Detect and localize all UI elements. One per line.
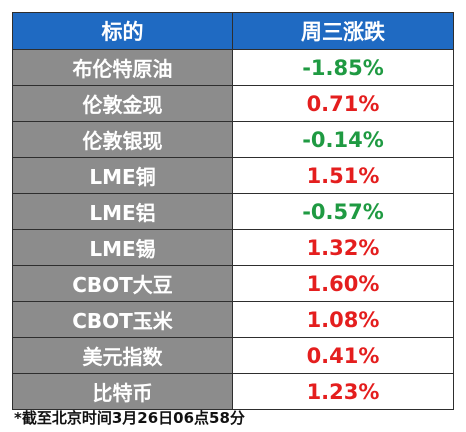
change-value: 1.08% [232,301,454,338]
instrument-name: CBOT大豆 [12,265,233,302]
instrument-name: 比特币 [12,373,233,410]
instrument-name: 布伦特原油 [12,49,233,86]
instrument-name: 伦敦银现 [12,121,233,158]
table-row: LME锡 1.32% [12,229,454,266]
change-value: 1.23% [232,373,454,410]
change-value: 1.51% [232,157,454,194]
table-row: CBOT玉米 1.08% [12,301,454,338]
table-row: 布伦特原油 -1.85% [12,49,454,86]
change-value: 0.71% [232,85,454,122]
change-value: -1.85% [232,49,454,86]
table-header-row: 标的 周三涨跌 [12,12,454,50]
instrument-name: 美元指数 [12,337,233,374]
change-value: 1.60% [232,265,454,302]
table-row: 美元指数 0.41% [12,337,454,374]
table-row: 伦敦银现 -0.14% [12,121,454,158]
table-row: 伦敦金现 0.71% [12,85,454,122]
table-row: LME铜 1.51% [12,157,454,194]
instrument-name: CBOT玉米 [12,301,233,338]
instrument-name: LME锡 [12,229,233,266]
header-change: 周三涨跌 [232,12,454,50]
change-value: -0.57% [232,193,454,230]
market-change-table: 标的 周三涨跌 布伦特原油 -1.85% 伦敦金现 0.71% 伦敦银现 -0.14% LM… [12,12,454,410]
table-row: LME铝 -0.57% [12,193,454,230]
instrument-name: 伦敦金现 [12,85,233,122]
table-row: CBOT大豆 1.60% [12,265,454,302]
table-row: 比特币 1.23% [12,373,454,410]
header-instrument: 标的 [12,12,233,50]
instrument-name: LME铜 [12,157,233,194]
footnote: *截至北京时间3月26日06点58分 [14,409,245,427]
instrument-name: LME铝 [12,193,233,230]
change-value: 1.32% [232,229,454,266]
change-value: -0.14% [232,121,454,158]
change-value: 0.41% [232,337,454,374]
